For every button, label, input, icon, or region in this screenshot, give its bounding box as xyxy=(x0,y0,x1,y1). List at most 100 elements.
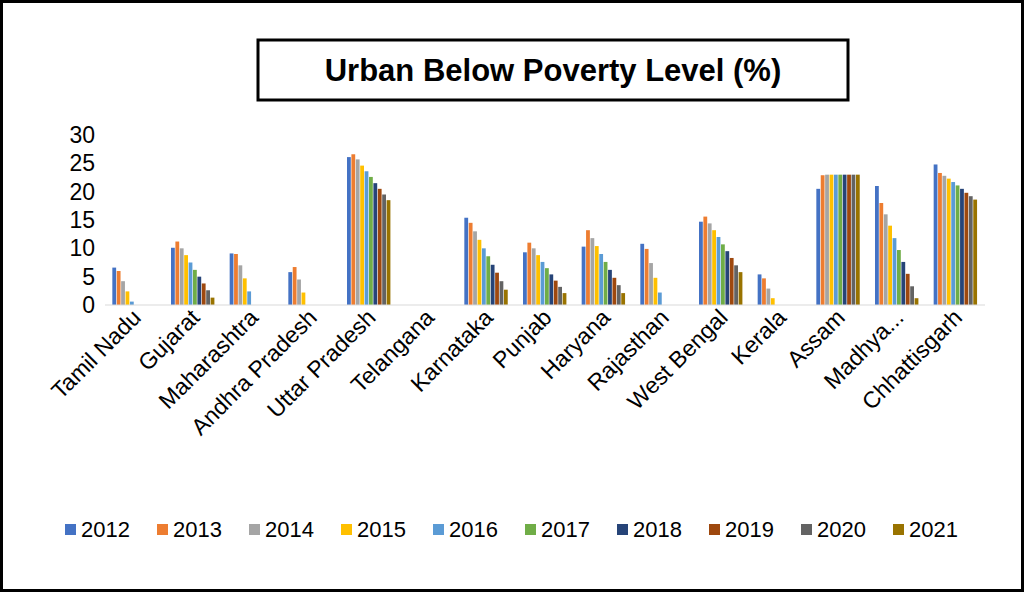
bar xyxy=(938,173,942,305)
bar xyxy=(536,255,540,305)
bar xyxy=(206,290,210,305)
bar xyxy=(469,223,473,305)
bar xyxy=(758,274,762,305)
bar xyxy=(288,272,292,305)
bar xyxy=(838,175,842,305)
legend-swatch xyxy=(893,524,904,535)
y-tick-label: 0 xyxy=(82,292,95,318)
bar xyxy=(121,281,125,305)
bar xyxy=(821,175,825,305)
title: Urban Below Poverty Level (%) xyxy=(325,53,782,88)
bar xyxy=(599,254,603,305)
legend-label: 2018 xyxy=(633,517,682,542)
legend-label: 2012 xyxy=(81,517,130,542)
bar xyxy=(130,302,134,305)
bar xyxy=(654,278,658,305)
bar xyxy=(369,177,373,305)
bar xyxy=(373,183,377,305)
bar xyxy=(582,247,586,305)
bar xyxy=(658,293,662,305)
bar xyxy=(491,265,495,305)
bar xyxy=(202,283,206,305)
bar xyxy=(117,271,121,305)
bars xyxy=(112,154,977,305)
bar xyxy=(947,179,951,305)
y-tick-label: 30 xyxy=(69,122,95,148)
bar xyxy=(356,159,360,305)
bar xyxy=(830,175,834,305)
frame xyxy=(2,2,1023,591)
bar xyxy=(347,157,351,305)
bar xyxy=(230,253,234,305)
x-tick-label: Karnataka xyxy=(405,304,498,397)
bar xyxy=(766,289,770,305)
bar xyxy=(617,285,621,305)
bar xyxy=(884,214,888,305)
bar xyxy=(378,189,382,305)
bar xyxy=(495,273,499,305)
legend-swatch xyxy=(249,524,260,535)
bar xyxy=(901,262,905,305)
bar xyxy=(302,293,306,305)
bar xyxy=(360,166,364,305)
bar xyxy=(910,286,914,305)
bar xyxy=(649,263,653,305)
bar xyxy=(193,270,197,305)
bar xyxy=(351,154,355,305)
bar xyxy=(771,298,775,305)
bar xyxy=(175,242,179,305)
legend-label: 2015 xyxy=(357,517,406,542)
bar xyxy=(464,218,468,305)
bar xyxy=(387,200,391,305)
bar xyxy=(640,244,644,305)
bar xyxy=(825,175,829,305)
bar xyxy=(247,291,251,305)
bar xyxy=(852,175,856,305)
bar xyxy=(816,189,820,305)
bar xyxy=(532,248,536,305)
bar xyxy=(243,278,247,305)
bar xyxy=(906,274,910,305)
bar xyxy=(180,248,184,305)
bar xyxy=(843,175,847,305)
bar xyxy=(721,244,725,305)
bar xyxy=(703,217,707,305)
legend-label: 2013 xyxy=(173,517,222,542)
y-tick-label: 25 xyxy=(69,150,95,176)
bar xyxy=(486,256,490,305)
legend-label: 2021 xyxy=(909,517,958,542)
bar xyxy=(734,265,738,305)
bar xyxy=(238,265,242,305)
bar xyxy=(956,185,960,305)
bar xyxy=(717,237,721,305)
bar xyxy=(712,230,716,305)
bar xyxy=(365,171,369,305)
bar xyxy=(708,223,712,305)
bar xyxy=(604,262,608,305)
bar xyxy=(879,203,883,305)
legend-swatch xyxy=(801,524,812,535)
bar xyxy=(934,164,938,305)
bar xyxy=(942,176,946,305)
bar xyxy=(504,290,508,305)
bar xyxy=(234,254,238,305)
bar xyxy=(211,298,215,305)
bar xyxy=(500,281,504,305)
x-tick-label: Tamil Nadu xyxy=(46,304,146,404)
bar xyxy=(558,287,562,305)
bar xyxy=(699,222,703,305)
bar xyxy=(189,263,193,306)
bar xyxy=(197,277,201,305)
chart: Urban Below Poverty Level (%)05101520253… xyxy=(0,0,1024,592)
legend-swatch xyxy=(709,524,720,535)
bar xyxy=(482,248,486,305)
bar xyxy=(293,267,297,305)
title-box xyxy=(258,40,848,100)
legend-swatch xyxy=(157,524,168,535)
y-tick-label: 5 xyxy=(82,264,95,290)
bar xyxy=(973,200,977,305)
bar xyxy=(951,182,955,305)
bar xyxy=(960,189,964,305)
legend-swatch xyxy=(433,524,444,535)
bar xyxy=(473,231,477,305)
